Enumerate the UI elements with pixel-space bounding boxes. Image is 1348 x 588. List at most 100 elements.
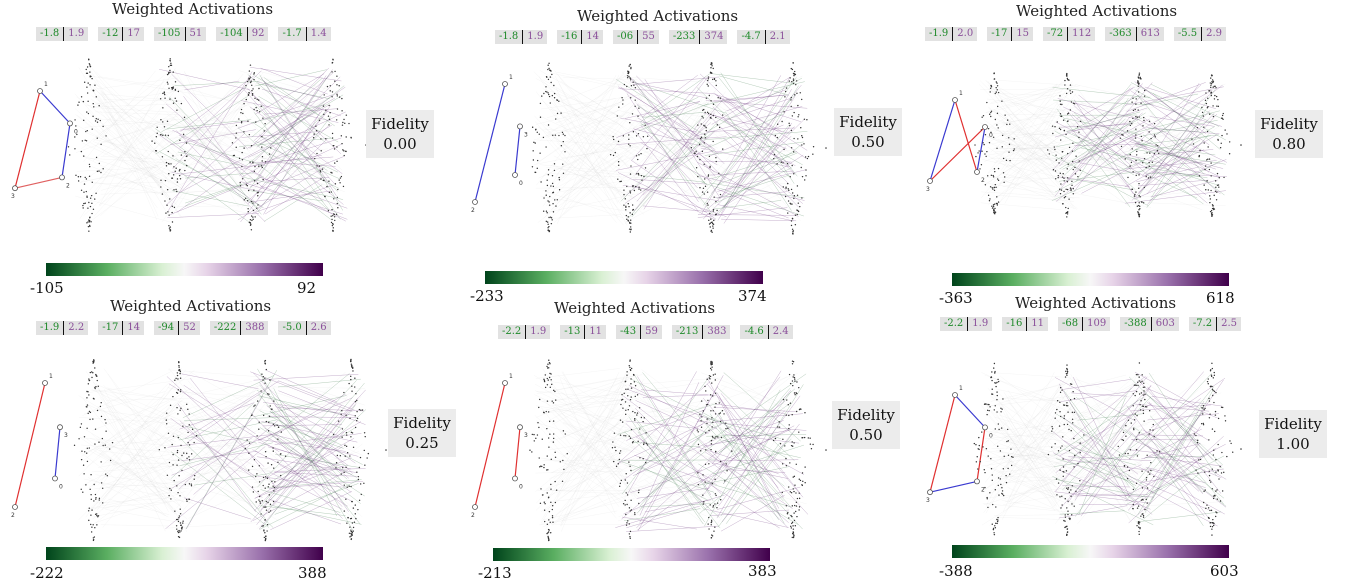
network-node xyxy=(710,521,712,524)
network-node xyxy=(179,372,181,375)
network-node xyxy=(169,198,171,200)
network-connection xyxy=(240,105,332,223)
network-node xyxy=(322,105,325,107)
network-node xyxy=(1201,111,1204,114)
network-node xyxy=(1062,475,1064,477)
network-node xyxy=(1051,125,1054,127)
network-connection xyxy=(621,444,708,520)
network-node xyxy=(96,137,98,139)
network-layer xyxy=(332,358,370,541)
network-connection xyxy=(642,112,704,118)
network-node xyxy=(695,167,698,169)
network-connection xyxy=(624,101,700,119)
network-node xyxy=(86,66,89,68)
network-connection xyxy=(712,106,790,185)
network-connection xyxy=(250,371,353,412)
network-connection xyxy=(272,427,343,506)
network-node xyxy=(179,139,181,141)
network-node xyxy=(704,133,706,135)
network-connection xyxy=(273,388,338,517)
network-node xyxy=(715,450,717,453)
network-connection xyxy=(718,425,795,468)
network-connection xyxy=(990,445,1070,494)
network-node xyxy=(180,530,182,532)
network-node xyxy=(558,134,560,137)
network-node xyxy=(714,373,716,375)
network-node xyxy=(315,125,317,127)
network-node xyxy=(156,126,158,128)
network-node xyxy=(996,204,999,206)
network-node xyxy=(543,92,545,95)
network-connection xyxy=(994,419,1059,480)
network-node xyxy=(92,102,94,105)
network-node xyxy=(731,450,733,452)
network-connection xyxy=(176,105,241,193)
network-node xyxy=(167,72,170,75)
network-connection xyxy=(1001,500,1059,511)
network-connection xyxy=(540,397,639,493)
network-node xyxy=(812,443,814,446)
network-connection xyxy=(253,395,347,418)
network-connection xyxy=(561,371,630,532)
network-connection xyxy=(547,97,627,184)
network-connection xyxy=(93,181,164,184)
network-node xyxy=(264,476,267,478)
network-connection xyxy=(558,408,619,482)
network-node xyxy=(251,219,253,222)
network-node xyxy=(1206,504,1208,506)
network-connection xyxy=(541,386,630,524)
network-node xyxy=(994,489,997,491)
network-node xyxy=(722,148,724,150)
network-node xyxy=(789,176,791,178)
network-node xyxy=(346,522,348,524)
network-node xyxy=(797,202,800,204)
network-node xyxy=(1071,418,1074,421)
network-node xyxy=(543,501,545,503)
network-connection xyxy=(161,73,244,172)
network-node xyxy=(1203,126,1205,128)
network-node xyxy=(1119,137,1122,139)
network-connection xyxy=(1007,467,1058,509)
network-connection xyxy=(98,76,160,86)
network-connection xyxy=(557,375,616,414)
network-node xyxy=(797,138,799,140)
network-node xyxy=(249,218,252,221)
network-connection xyxy=(616,459,715,493)
network-node xyxy=(624,504,626,506)
network-node xyxy=(1207,383,1209,385)
network-node xyxy=(718,402,720,404)
network-node xyxy=(1121,133,1123,136)
network-connection xyxy=(545,384,632,503)
network-node xyxy=(1143,89,1146,92)
network-node xyxy=(547,363,549,365)
network-node xyxy=(986,150,988,153)
network-node xyxy=(534,142,536,144)
network-node xyxy=(1061,495,1063,497)
network-node xyxy=(349,360,352,363)
network-connection xyxy=(985,84,1064,113)
network-node xyxy=(1221,117,1223,119)
network-connection xyxy=(1072,95,1152,105)
network-node xyxy=(1068,428,1070,431)
network-node xyxy=(1198,175,1201,177)
network-node xyxy=(1055,178,1057,180)
network-node xyxy=(1152,423,1154,426)
network-node xyxy=(1138,380,1140,382)
network-node xyxy=(333,213,336,216)
network-node xyxy=(102,444,104,447)
network-layer xyxy=(973,362,1014,536)
network-connection xyxy=(621,380,718,394)
network-node xyxy=(240,112,242,114)
network-node xyxy=(709,226,711,228)
network-node xyxy=(88,410,91,413)
network-node xyxy=(351,533,353,535)
network-node xyxy=(1144,508,1146,511)
network-node xyxy=(996,196,998,198)
network-node xyxy=(628,507,631,509)
network-connection xyxy=(102,109,180,157)
network-connection xyxy=(1069,402,1129,486)
network-connection xyxy=(1054,491,1151,504)
network-connection xyxy=(1069,408,1153,475)
network-node xyxy=(989,406,991,408)
